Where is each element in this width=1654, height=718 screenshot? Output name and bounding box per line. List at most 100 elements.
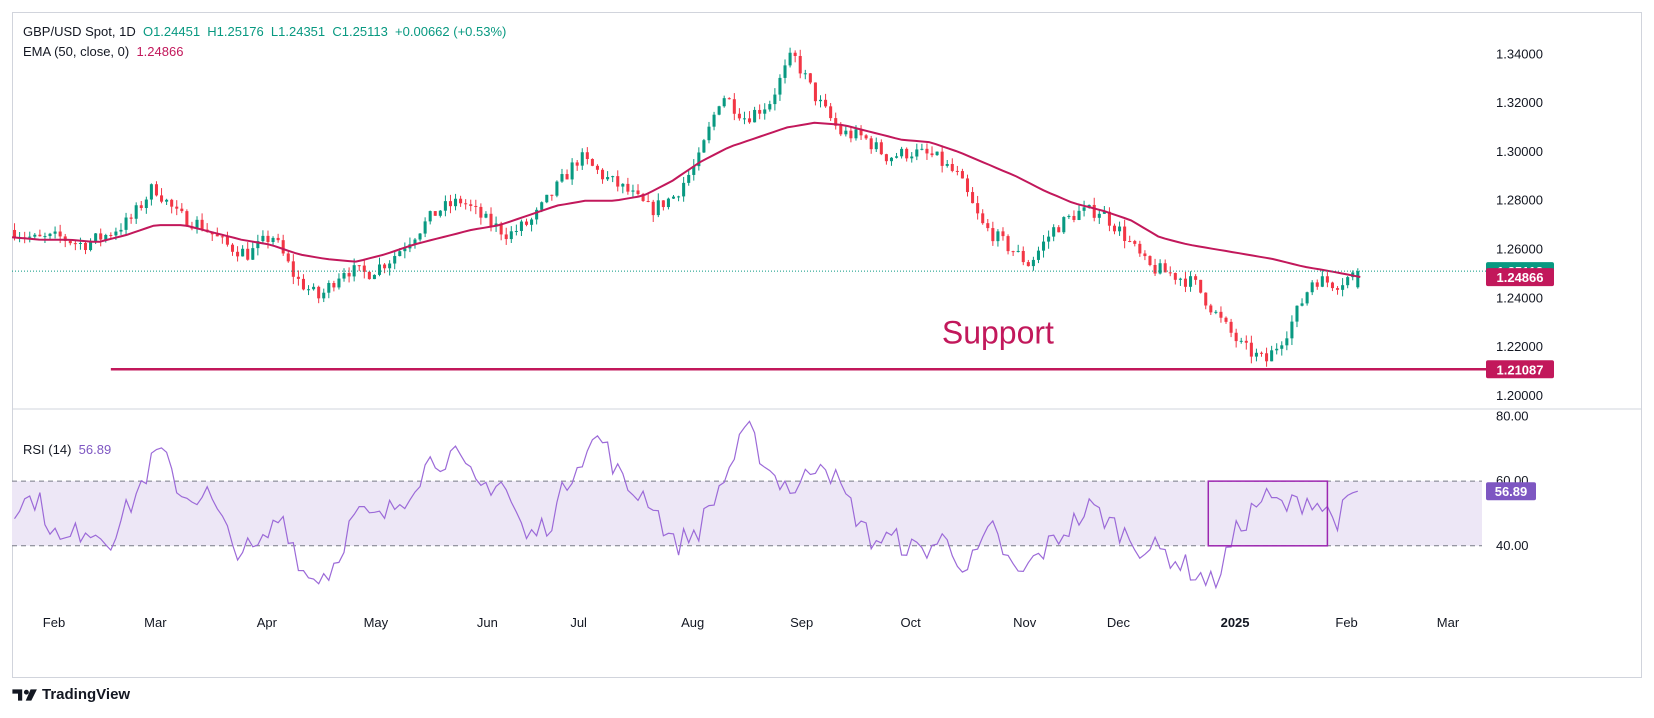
price-axis-tick: 1.26000 — [1496, 241, 1543, 256]
candle-body — [1249, 342, 1253, 357]
candle-body — [727, 98, 731, 100]
candle-body — [560, 174, 564, 182]
candle-body — [641, 194, 645, 201]
candle-body — [702, 140, 706, 153]
candle-body — [104, 234, 108, 240]
ema-label[interactable]: EMA (50, close, 0) — [23, 44, 130, 59]
month-label: Mar — [144, 615, 167, 630]
candle-body — [550, 194, 554, 196]
candle-body — [317, 286, 321, 299]
candle-body — [509, 231, 513, 240]
candle-body — [905, 148, 909, 159]
candle-body — [43, 236, 47, 238]
month-label: May — [364, 615, 389, 630]
candle-body — [433, 211, 437, 216]
candle-body — [1254, 352, 1258, 357]
symbol-label[interactable]: GBP/USD Spot, 1D — [23, 24, 136, 39]
candle-body — [393, 256, 397, 264]
candle-body — [555, 181, 559, 196]
candle-body — [124, 217, 128, 230]
candle-body — [991, 228, 995, 242]
candle-body — [83, 242, 88, 251]
candle-body — [1031, 259, 1035, 267]
tradingview-logo-icon — [12, 688, 37, 701]
candle-body — [357, 265, 361, 267]
candle-body — [1315, 282, 1319, 287]
candle-body — [530, 219, 534, 225]
candle-body — [266, 235, 270, 243]
candle-body — [565, 174, 569, 180]
candle-body — [1006, 236, 1010, 252]
candle-body — [276, 237, 280, 241]
candle-body — [1325, 276, 1329, 283]
candle-body — [281, 240, 285, 254]
rsi-label[interactable]: RSI (14) — [23, 442, 72, 457]
candle-body — [1067, 215, 1071, 218]
candle-body — [1199, 279, 1203, 293]
month-label: Jul — [570, 615, 587, 630]
price-axis-tick: 1.22000 — [1496, 339, 1543, 354]
ema-value: 1.24866 — [136, 44, 184, 59]
candle-body — [1148, 256, 1152, 265]
candle-body — [849, 130, 853, 139]
price-axis-tick: 1.20000 — [1496, 388, 1543, 403]
tradingview-branding[interactable]: TradingView — [12, 686, 130, 703]
month-label: Oct — [901, 615, 922, 630]
candle-body — [616, 176, 620, 187]
candle-body — [1047, 236, 1051, 242]
candle-body — [489, 213, 493, 227]
candle-body — [1138, 243, 1142, 254]
candle-body — [149, 184, 153, 200]
candle-body — [519, 221, 523, 231]
candle-body — [935, 151, 939, 156]
candle-body — [114, 231, 118, 236]
candle-body — [793, 52, 797, 56]
candle-body — [813, 82, 817, 102]
candle-body — [479, 206, 483, 218]
candle-body — [965, 178, 970, 193]
candle-body — [646, 200, 650, 202]
candle-body — [484, 213, 488, 218]
rsi-value-tag-label: 56.89 — [1495, 484, 1528, 499]
candle-body — [469, 204, 473, 206]
candle-body — [464, 203, 468, 205]
candle-body — [595, 165, 599, 170]
rsi-highlight-box — [1207, 480, 1329, 547]
candle-body — [839, 125, 843, 135]
price-tag — [1486, 268, 1554, 287]
candle-body — [631, 190, 635, 192]
candle-body — [808, 73, 812, 83]
candle-body — [722, 98, 726, 107]
candle-body — [910, 156, 914, 159]
candle-body — [895, 156, 899, 158]
month-label: Dec — [1107, 615, 1131, 630]
candle-body — [950, 163, 954, 171]
candle-body — [89, 241, 93, 251]
candle-body — [291, 261, 295, 277]
rsi-band — [12, 481, 1482, 546]
candle-body — [1173, 272, 1177, 280]
candle-body — [960, 171, 964, 179]
candle-body — [930, 153, 934, 156]
candle-body — [1133, 241, 1137, 244]
price-axis-tick: 1.32000 — [1496, 95, 1543, 110]
rsi-value-tag — [1486, 482, 1536, 501]
candle-body — [180, 208, 184, 212]
candle-body — [1224, 317, 1228, 322]
candle-body — [1305, 292, 1309, 304]
candle-body — [94, 233, 98, 242]
candle-body — [1153, 264, 1157, 274]
candle-body — [1183, 278, 1187, 287]
candle-body — [1336, 288, 1340, 290]
candle-body — [1270, 350, 1274, 362]
month-label: Aug — [681, 615, 704, 630]
low-value: L1.24351 — [270, 24, 326, 39]
candle-body — [1062, 217, 1066, 233]
candle-body — [1042, 241, 1046, 251]
candle-body — [656, 200, 660, 216]
candle-body — [1036, 250, 1040, 260]
month-label: Mar — [1437, 615, 1460, 630]
candle-body — [748, 118, 752, 123]
candle-body — [53, 231, 57, 234]
